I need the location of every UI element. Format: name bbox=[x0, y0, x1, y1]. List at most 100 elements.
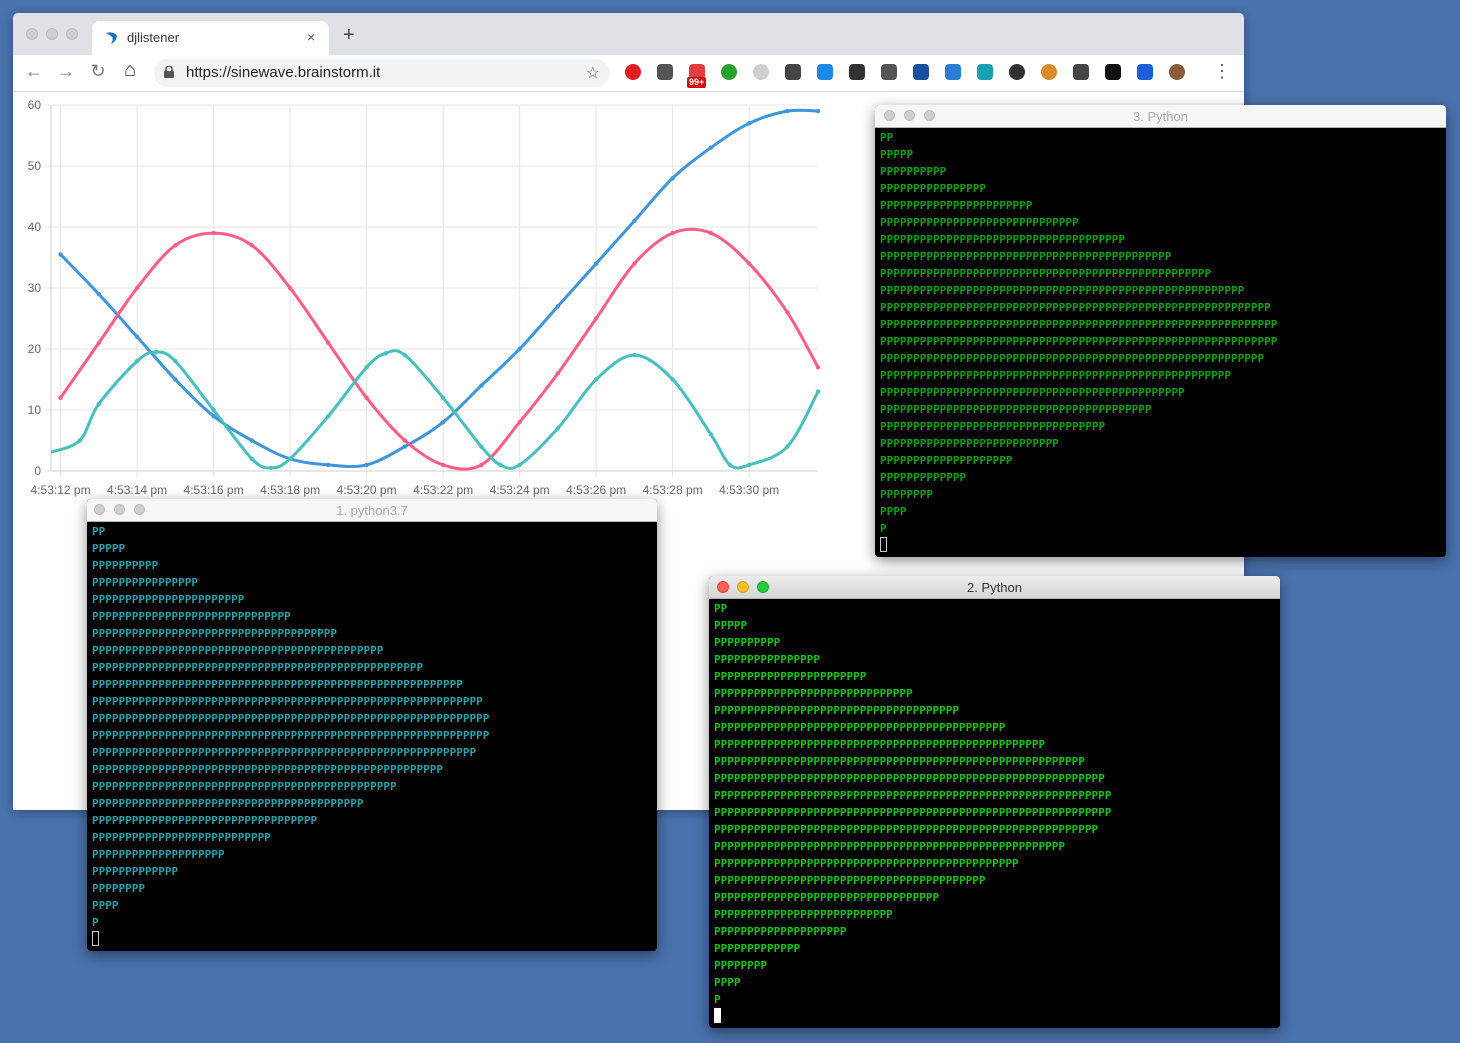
series-1-point bbox=[555, 304, 561, 309]
tab-close-icon[interactable]: × bbox=[307, 29, 316, 45]
avatar[interactable] bbox=[1169, 64, 1185, 80]
eye-dark-icon[interactable] bbox=[1105, 64, 1121, 80]
tab-djlistener[interactable]: djlistener × bbox=[92, 21, 329, 55]
bookmark-star-icon[interactable]: ☆ bbox=[585, 65, 600, 82]
terminal-titlebar[interactable]: 1. python3.7 bbox=[87, 499, 657, 522]
terminal-titlebar[interactable]: 2. Python bbox=[709, 576, 1280, 599]
terminal-line: PPPPPPPPPPPPPPPP bbox=[880, 182, 986, 195]
terminal-line: PPPPPPPPPPPPPPPPPPPPPPPPPPPPPPPPPPPPPPPP… bbox=[714, 874, 986, 887]
series-1-point bbox=[815, 108, 821, 114]
close-window-button[interactable] bbox=[94, 504, 105, 515]
series-1-point bbox=[96, 291, 102, 297]
terminal-window-2[interactable]: 2. Python PP PPPPP PPPPPPPPPP PPPPPPPPPPPPP… bbox=[709, 576, 1280, 1028]
terminal-line: PPPPP bbox=[92, 542, 126, 555]
badge-ext-icon[interactable] bbox=[689, 64, 705, 80]
terminal-window-3[interactable]: 3. Python PP PPPPP PPPPPPPPPP PPPPPPPPPPPPP… bbox=[875, 105, 1446, 557]
series-1-point bbox=[402, 444, 408, 449]
browser-menu-button[interactable]: ⋮ bbox=[1213, 61, 1231, 81]
terminal-line: PPPPPPPPPP bbox=[92, 559, 159, 572]
series-1-point bbox=[364, 462, 369, 468]
series-2-point bbox=[593, 316, 599, 321]
series-1-point bbox=[785, 108, 790, 114]
ublock-icon[interactable] bbox=[625, 64, 641, 80]
series-2-point bbox=[402, 438, 408, 443]
eyedropper-icon[interactable] bbox=[657, 64, 673, 80]
zoom-window-button[interactable] bbox=[66, 28, 78, 40]
globe-icon[interactable] bbox=[945, 64, 961, 80]
ext-sync-icon[interactable] bbox=[849, 64, 865, 80]
series-2-point bbox=[134, 285, 140, 291]
terminal-line: P bbox=[92, 916, 99, 929]
terminal-line: PPPPPPPPPPPPPPPPPPPP bbox=[92, 848, 225, 861]
terminal-window-1[interactable]: 1. python3.7 PP PPPPP PPPPPPPPPP PPPPPPPPPP… bbox=[87, 499, 657, 951]
series-1-point bbox=[58, 252, 63, 257]
grid-icon[interactable] bbox=[1137, 64, 1153, 80]
browser-toolbar: ← → ↻ ⌂ https://sinewave.brainstorm.it ☆… bbox=[13, 55, 1244, 92]
terminal-line: PPPPPPPPPPPPPPPPPPPPPPPPPPPPPPPPPPPPPPPP… bbox=[92, 797, 364, 810]
terminal-line: PPPPPPPPPPPPPPPPPPPPPPPPPPPPPPPPPPPPPPPP… bbox=[92, 780, 397, 793]
terminal-line: PPPPPPPPPPPPPPPPPPPPPPPPPPPPPPPPPPPPP bbox=[714, 704, 960, 717]
terminal-line: PPPP bbox=[92, 899, 119, 912]
terminal-output: PP PPPPP PPPPPPPPPP PPPPPPPPPPPPPPPP PPPPPPP… bbox=[880, 129, 1277, 554]
info-icon[interactable] bbox=[1009, 64, 1025, 80]
series-2-point bbox=[364, 395, 369, 400]
x-tick-label: 4:53:28 pm bbox=[643, 483, 703, 497]
terminal-line: PPPPPPPPPPPPPPPPPPPPPPPPPPP bbox=[880, 437, 1059, 450]
series-2-point bbox=[746, 261, 752, 266]
series-3-point bbox=[632, 352, 637, 358]
ext-refresh-icon[interactable] bbox=[817, 64, 833, 80]
minimize-window-button[interactable] bbox=[737, 581, 749, 593]
terminal-title: 2. Python bbox=[967, 580, 1022, 595]
address-bar[interactable]: https://sinewave.brainstorm.it ☆ bbox=[154, 59, 610, 87]
close-window-button[interactable] bbox=[717, 581, 729, 593]
ext-gray-icon[interactable] bbox=[753, 64, 769, 80]
terminal-line: PPPPPPPPPPPPPPPP bbox=[92, 576, 198, 589]
series-2-point bbox=[211, 230, 216, 236]
minimize-window-button[interactable] bbox=[114, 504, 125, 515]
bird-icon[interactable] bbox=[977, 64, 993, 80]
series-2-point bbox=[326, 340, 331, 346]
reload-button[interactable]: ↻ bbox=[90, 61, 106, 81]
series-2-point bbox=[58, 395, 63, 400]
bookmark-icon[interactable] bbox=[913, 64, 929, 80]
series-3-point bbox=[498, 462, 503, 468]
series-1-point bbox=[134, 334, 140, 339]
terminal-line: PPPPPPPPPPPPPPPPPPPPPPPPPPPPPPPPPPPPPPPP… bbox=[92, 746, 477, 759]
terminal-titlebar[interactable]: 3. Python bbox=[875, 105, 1446, 128]
recycle-icon[interactable] bbox=[1073, 64, 1089, 80]
eye-icon[interactable] bbox=[785, 64, 801, 80]
cookie-icon[interactable] bbox=[1041, 64, 1057, 80]
x-tick-label: 4:53:20 pm bbox=[337, 483, 397, 497]
new-tab-button[interactable]: + bbox=[343, 24, 355, 46]
series-2-point bbox=[670, 230, 675, 236]
zoom-window-button[interactable] bbox=[924, 110, 935, 121]
terminal-line: PPPPPPPPPPPPPPPPPPPPPPPPPPPPPPPPPPPPPPPP… bbox=[92, 661, 424, 674]
minimize-window-button[interactable] bbox=[46, 28, 58, 40]
series-3-point bbox=[479, 444, 484, 449]
series-3-point bbox=[670, 377, 675, 382]
terminal-line: PPPPPPPPPPPPPPPPPPPPPPP bbox=[92, 593, 245, 606]
series-3-point bbox=[364, 365, 369, 370]
series-3-point bbox=[134, 359, 140, 364]
x-tick-label: 4:53:30 pm bbox=[719, 483, 779, 497]
terminal-line: PPPPPPPPPPPPPPPPPPPPPPPPPPPPPPPPPP bbox=[92, 814, 318, 827]
ext-ghost-icon[interactable] bbox=[881, 64, 897, 80]
close-window-button[interactable] bbox=[884, 110, 895, 121]
terminal-line: P bbox=[880, 522, 887, 535]
terminal-line: P bbox=[714, 993, 721, 1006]
minimize-window-button[interactable] bbox=[904, 110, 915, 121]
back-button[interactable]: ← bbox=[25, 61, 43, 81]
forward-button[interactable]: → bbox=[57, 61, 75, 81]
terminal-line: PPPPPPPPPPPPPPPPPPPPPPPPPPPPPPPPPPPPPPPP… bbox=[880, 301, 1271, 314]
ext-green-icon[interactable] bbox=[721, 64, 737, 80]
series-3-point bbox=[440, 395, 446, 400]
series-3-point bbox=[287, 456, 293, 461]
zoom-window-button[interactable] bbox=[134, 504, 145, 515]
home-button[interactable]: ⌂ bbox=[123, 59, 137, 81]
series-1-point bbox=[632, 218, 637, 224]
series-1-point bbox=[440, 420, 446, 425]
terminal-line: PPPPP bbox=[714, 619, 748, 632]
zoom-window-button[interactable] bbox=[757, 581, 769, 593]
series-3-point bbox=[383, 351, 388, 356]
close-window-button[interactable] bbox=[26, 28, 38, 40]
